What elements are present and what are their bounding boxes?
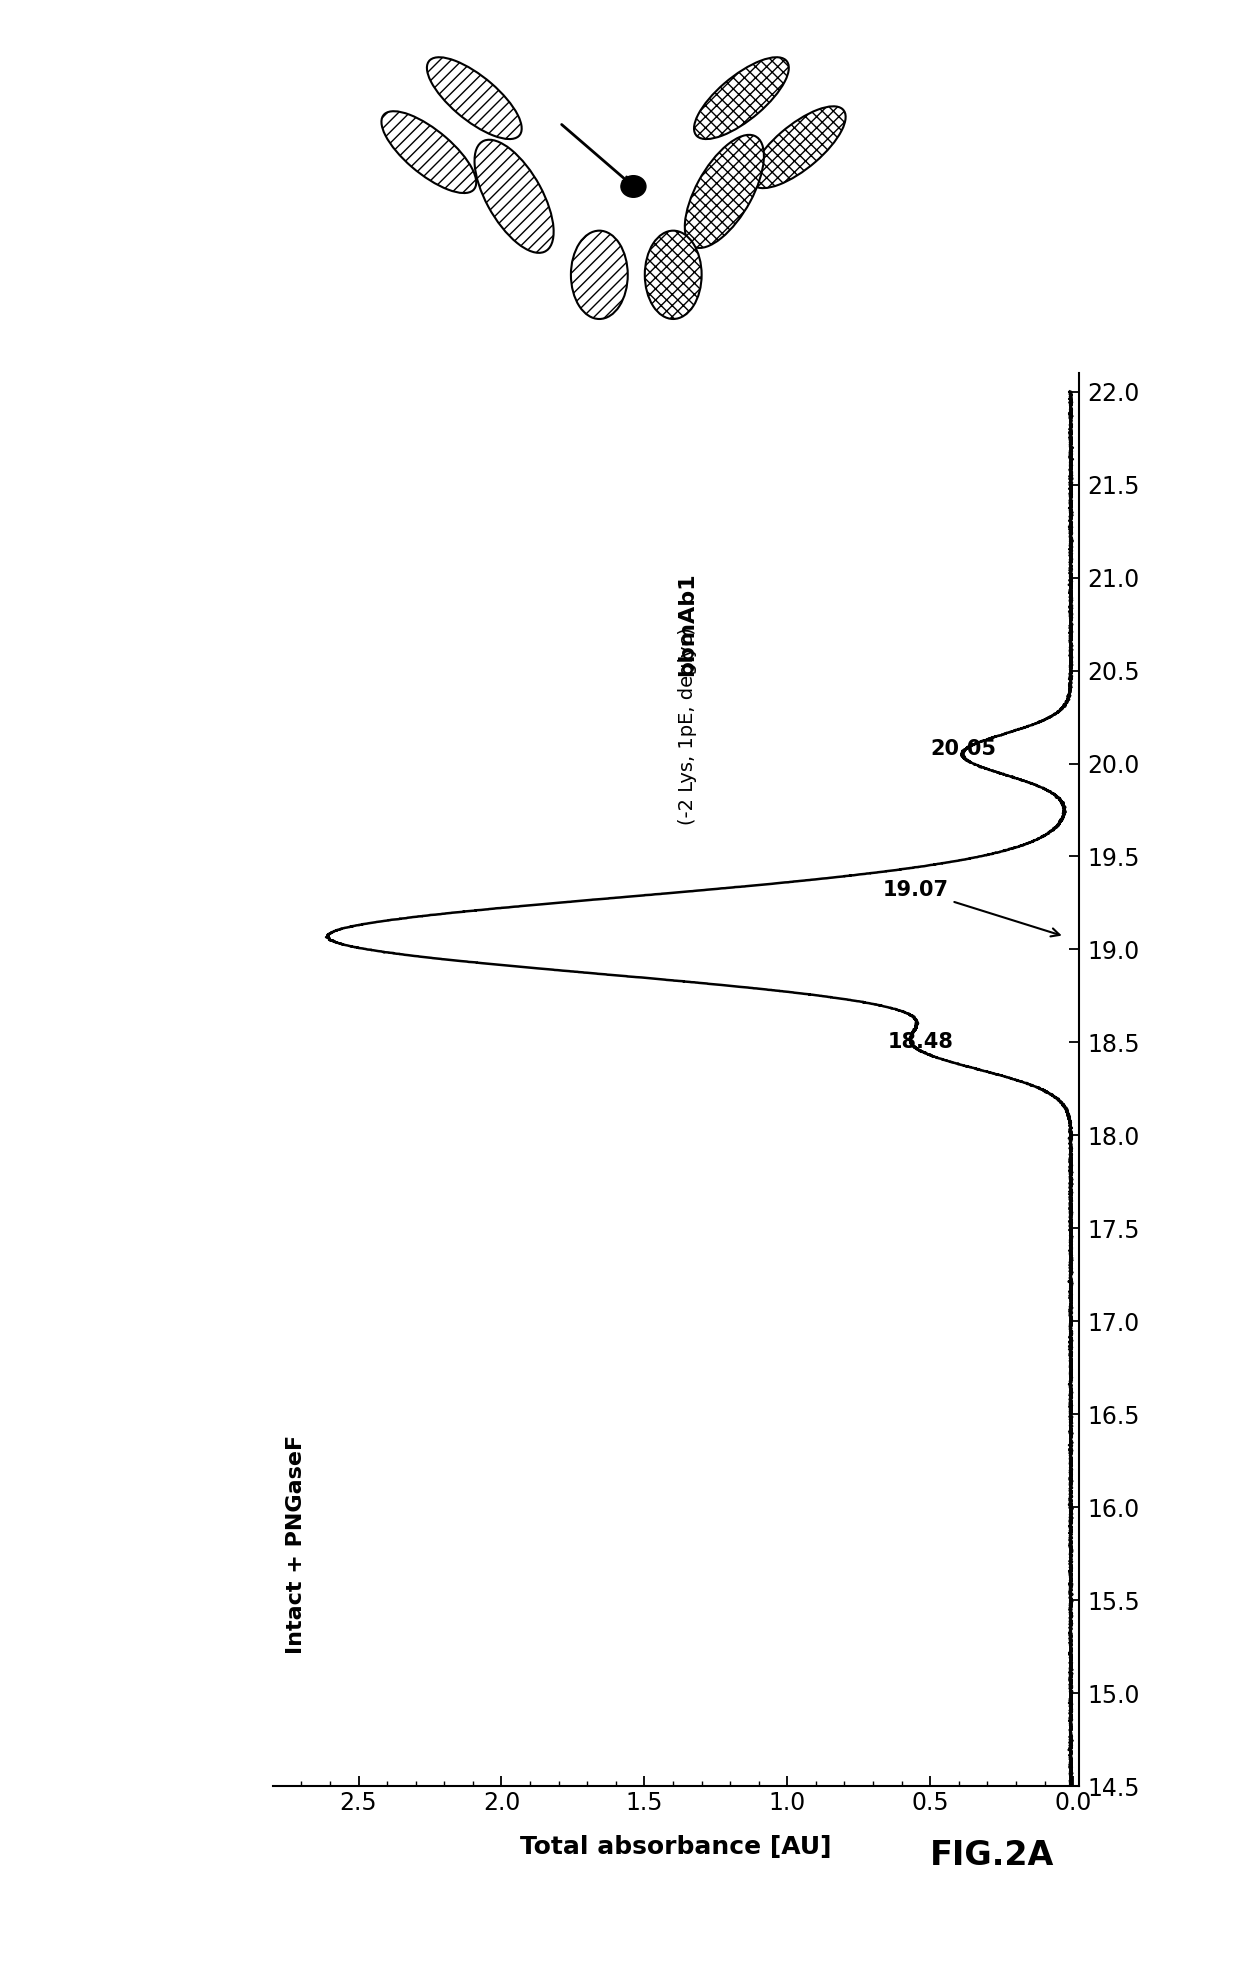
Ellipse shape [751,106,846,188]
Ellipse shape [694,57,789,139]
Text: bbmAb1: bbmAb1 [677,573,697,675]
Ellipse shape [645,230,702,318]
Ellipse shape [382,112,476,192]
Text: 19.07: 19.07 [883,879,1060,936]
Text: 20.05: 20.05 [930,738,996,758]
Circle shape [621,177,646,196]
Text: 18.48: 18.48 [888,1033,954,1052]
Ellipse shape [570,230,627,318]
X-axis label: Total absorbance [AU]: Total absorbance [AU] [520,1835,832,1859]
Text: (-2 Lys, 1pE, deglyc): (-2 Lys, 1pE, deglyc) [678,628,697,824]
Ellipse shape [475,139,553,253]
Text: FIG.2A: FIG.2A [930,1839,1054,1871]
Ellipse shape [684,135,764,247]
Text: Intact + PNGaseF: Intact + PNGaseF [285,1435,306,1655]
Ellipse shape [427,57,522,139]
